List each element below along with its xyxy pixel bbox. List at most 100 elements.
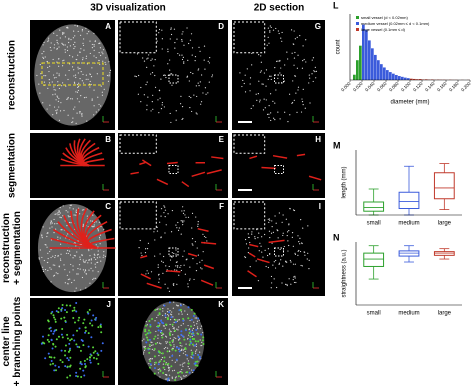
row-label: center line [1, 316, 12, 366]
speckle [65, 252, 68, 254]
vessel [156, 178, 169, 186]
vessel [201, 241, 217, 245]
speckle [250, 107, 252, 110]
speckle [58, 211, 60, 213]
speckle [159, 368, 161, 370]
branch-point [61, 304, 64, 307]
speckle [97, 250, 99, 252]
speckle [262, 109, 265, 111]
speckle [64, 36, 66, 38]
branch-point [66, 376, 69, 379]
speckle [161, 334, 164, 336]
speckle [79, 111, 81, 113]
branch-point [48, 355, 51, 358]
speckle [182, 375, 185, 377]
speckle [56, 95, 58, 97]
speckle [76, 98, 79, 100]
speckle [47, 87, 49, 90]
speckle [157, 274, 160, 276]
speckle [159, 323, 161, 325]
speckle [85, 273, 87, 275]
speckle [40, 73, 42, 75]
branch-point [80, 363, 83, 366]
speckle [183, 348, 186, 350]
speckle [191, 212, 194, 214]
x-tick-label: large [438, 221, 452, 227]
speckle [52, 94, 54, 96]
speckle [268, 218, 270, 220]
speckle [190, 71, 192, 74]
speckle [76, 25, 78, 27]
speckle [180, 264, 182, 267]
speckle [173, 284, 175, 286]
speckle [209, 57, 211, 59]
speckle [72, 269, 74, 271]
speckle [259, 101, 261, 103]
speckle [76, 84, 79, 86]
branch-point [84, 363, 87, 366]
speckle [93, 256, 95, 259]
speckle [108, 61, 110, 63]
speckle [64, 269, 66, 271]
branch-point [149, 360, 152, 363]
speckle [200, 101, 203, 103]
speckle [161, 357, 164, 359]
speckle [75, 287, 77, 289]
speckle [242, 79, 244, 82]
speckle [167, 51, 169, 53]
speckle [190, 33, 193, 35]
speckle [143, 60, 146, 62]
vessel [249, 243, 259, 248]
branch-point [182, 319, 185, 322]
speckle [275, 27, 277, 30]
speckle [164, 373, 167, 376]
speckle [98, 52, 100, 54]
branch-point [162, 366, 165, 369]
branch-point [153, 347, 156, 350]
speckle [185, 343, 187, 345]
speckle [186, 258, 188, 260]
branch-point [189, 330, 192, 333]
branch-point [170, 316, 173, 319]
panel-letter: G [315, 22, 321, 31]
speckle [171, 311, 173, 313]
speckle [55, 272, 57, 274]
speckle [147, 96, 149, 98]
speckle [297, 54, 299, 56]
branch-point [154, 335, 157, 338]
vessel [296, 153, 306, 157]
speckle [198, 85, 200, 87]
x-tick-label: 0.200 [460, 81, 472, 93]
speckle [77, 68, 79, 70]
speckle [263, 98, 265, 100]
speckle [276, 286, 278, 289]
speckle [89, 52, 91, 55]
speckle [270, 287, 272, 289]
speckle [49, 46, 51, 49]
vessel [197, 227, 209, 232]
branch-point [69, 304, 72, 307]
speckle [180, 370, 182, 373]
branch-point [52, 314, 55, 317]
speckle [74, 35, 76, 37]
speckle [246, 68, 248, 70]
speckle [42, 57, 45, 59]
speckle [181, 364, 183, 366]
speckle [94, 277, 97, 279]
branch-point [80, 376, 83, 379]
branch-point [189, 338, 192, 341]
speckle [197, 223, 199, 225]
speckle [62, 82, 64, 84]
branch-point [148, 344, 151, 347]
vessel [248, 252, 256, 258]
speckle [178, 313, 180, 315]
speckle [60, 102, 62, 104]
speckle [47, 39, 50, 41]
branch-point [50, 338, 53, 341]
speckle [302, 227, 304, 229]
speckle [186, 313, 189, 315]
inset [119, 201, 157, 230]
speckle [197, 254, 199, 256]
y-axis-label: straightness (a.u.) [342, 249, 348, 297]
speckle [160, 108, 163, 110]
